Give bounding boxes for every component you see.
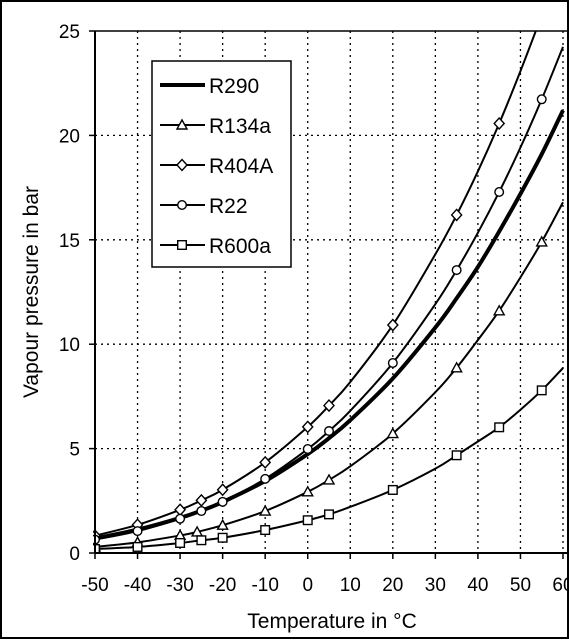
data-point-r600a xyxy=(324,509,335,520)
series-r22 xyxy=(93,46,564,545)
data-point-r22 xyxy=(175,513,186,524)
x-tick-label: 40 xyxy=(467,575,488,596)
data-point-r600a xyxy=(260,525,271,536)
data-point-r134a xyxy=(322,473,336,485)
data-point-r134a xyxy=(258,504,272,516)
x-tick-label: -10 xyxy=(251,575,278,596)
data-point-r22 xyxy=(302,444,313,455)
legend-label-r290: R290 xyxy=(209,75,259,98)
data-point-r22 xyxy=(324,426,335,437)
data-point-r600a xyxy=(536,385,547,396)
data-point-r600a xyxy=(494,422,505,433)
legend-marker-r134a xyxy=(175,118,189,130)
series-r404a xyxy=(93,31,537,543)
data-point-r404a xyxy=(450,208,463,222)
x-tick-label: -50 xyxy=(81,575,108,596)
legend-label-r22: R22 xyxy=(209,195,248,218)
data-point-r600a xyxy=(387,484,398,495)
data-point-r404a xyxy=(493,116,506,131)
data-point-r22 xyxy=(451,265,462,276)
data-point-r134a xyxy=(386,427,400,439)
data-point-r404a xyxy=(386,318,399,332)
data-point-r600a xyxy=(302,515,313,526)
data-point-r404a xyxy=(323,399,335,413)
y-tick-label: 5 xyxy=(69,440,80,461)
legend-marker-r404a xyxy=(176,158,188,172)
series-group xyxy=(93,31,565,553)
data-point-r134a xyxy=(216,518,229,530)
x-axis-title: Temperature in °C xyxy=(247,610,416,633)
y-tick-label: 25 xyxy=(59,22,80,43)
x-tick-label: 60 xyxy=(552,575,569,596)
y-tick-label: 10 xyxy=(59,335,80,356)
data-point-r22 xyxy=(536,94,547,105)
data-point-r600a xyxy=(132,541,143,552)
data-point-r22 xyxy=(217,496,228,507)
data-point-r404a xyxy=(195,493,208,507)
series-line-r134a xyxy=(94,201,564,548)
legend: R290 R134a R404A R22 R600a xyxy=(151,60,292,268)
data-point-r134a xyxy=(301,485,314,497)
data-point-r600a xyxy=(175,537,186,548)
data-point-r134a xyxy=(450,361,463,373)
legend-entries: R290 R134a R404A R22 R600a xyxy=(160,75,273,258)
series-line-r404a xyxy=(94,31,537,537)
data-point-r22 xyxy=(196,506,207,517)
legend-label-r404a: R404A xyxy=(209,155,273,178)
x-tick-label: -40 xyxy=(124,575,151,596)
x-tick-label: 30 xyxy=(425,575,446,596)
legend-marker-r600a xyxy=(176,239,187,250)
tick-labels: -50 -40 -30 -20 -10 0 10 20 30 40 50 60 0 5 10 15 20 25 xyxy=(59,22,569,596)
x-tick-label: -20 xyxy=(209,575,236,596)
legend-marker-r22 xyxy=(176,199,187,210)
x-tick-label: -30 xyxy=(166,575,193,596)
axes xyxy=(89,30,569,559)
data-point-r404a xyxy=(259,455,272,469)
data-point-r600a xyxy=(451,450,462,461)
y-tick-label: 0 xyxy=(69,544,80,565)
data-point-r404a xyxy=(301,420,314,434)
legend-label-r600a: R600a xyxy=(209,235,271,258)
data-point-r404a xyxy=(216,483,229,497)
data-point-r22 xyxy=(387,357,398,368)
y-tick-label: 15 xyxy=(59,231,80,252)
data-point-r600a xyxy=(217,532,228,543)
data-point-r22 xyxy=(260,473,271,484)
data-point-r600a xyxy=(196,535,207,546)
series-r600a xyxy=(93,367,564,553)
data-point-r134a xyxy=(535,235,548,247)
x-tick-label: 0 xyxy=(302,575,313,596)
legend-label-r134a: R134a xyxy=(209,115,271,138)
y-axis-title: Vapour pressure in bar xyxy=(20,186,43,398)
y-tick-label: 20 xyxy=(59,126,80,147)
x-tick-label: 20 xyxy=(382,575,403,596)
series-line-r600a xyxy=(94,367,564,551)
data-point-r134a xyxy=(492,304,506,316)
data-point-r22 xyxy=(494,186,505,197)
data-point-r22 xyxy=(132,526,143,537)
x-tick-label: 50 xyxy=(510,575,531,596)
series-line-r22 xyxy=(94,46,564,541)
x-tick-label: 10 xyxy=(340,575,361,596)
